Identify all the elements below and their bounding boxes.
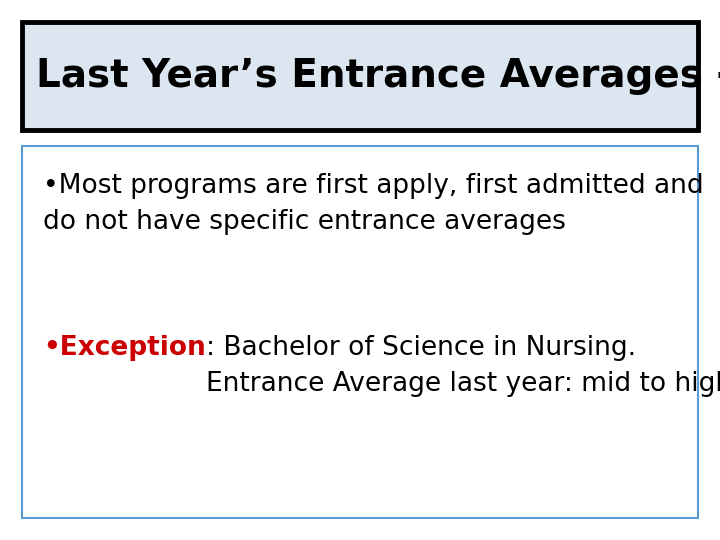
FancyBboxPatch shape (22, 146, 698, 518)
FancyBboxPatch shape (22, 22, 698, 130)
Text: •Most programs are first apply, first admitted and
do not have specific entrance: •Most programs are first apply, first ad… (43, 173, 704, 235)
Text: Last Year’s Entrance Averages - OC: Last Year’s Entrance Averages - OC (36, 57, 720, 94)
Text: •Exception: •Exception (43, 335, 206, 361)
Text: : Bachelor of Science in Nursing.
Entrance Average last year: mid to high 80’s: : Bachelor of Science in Nursing. Entran… (206, 335, 720, 397)
